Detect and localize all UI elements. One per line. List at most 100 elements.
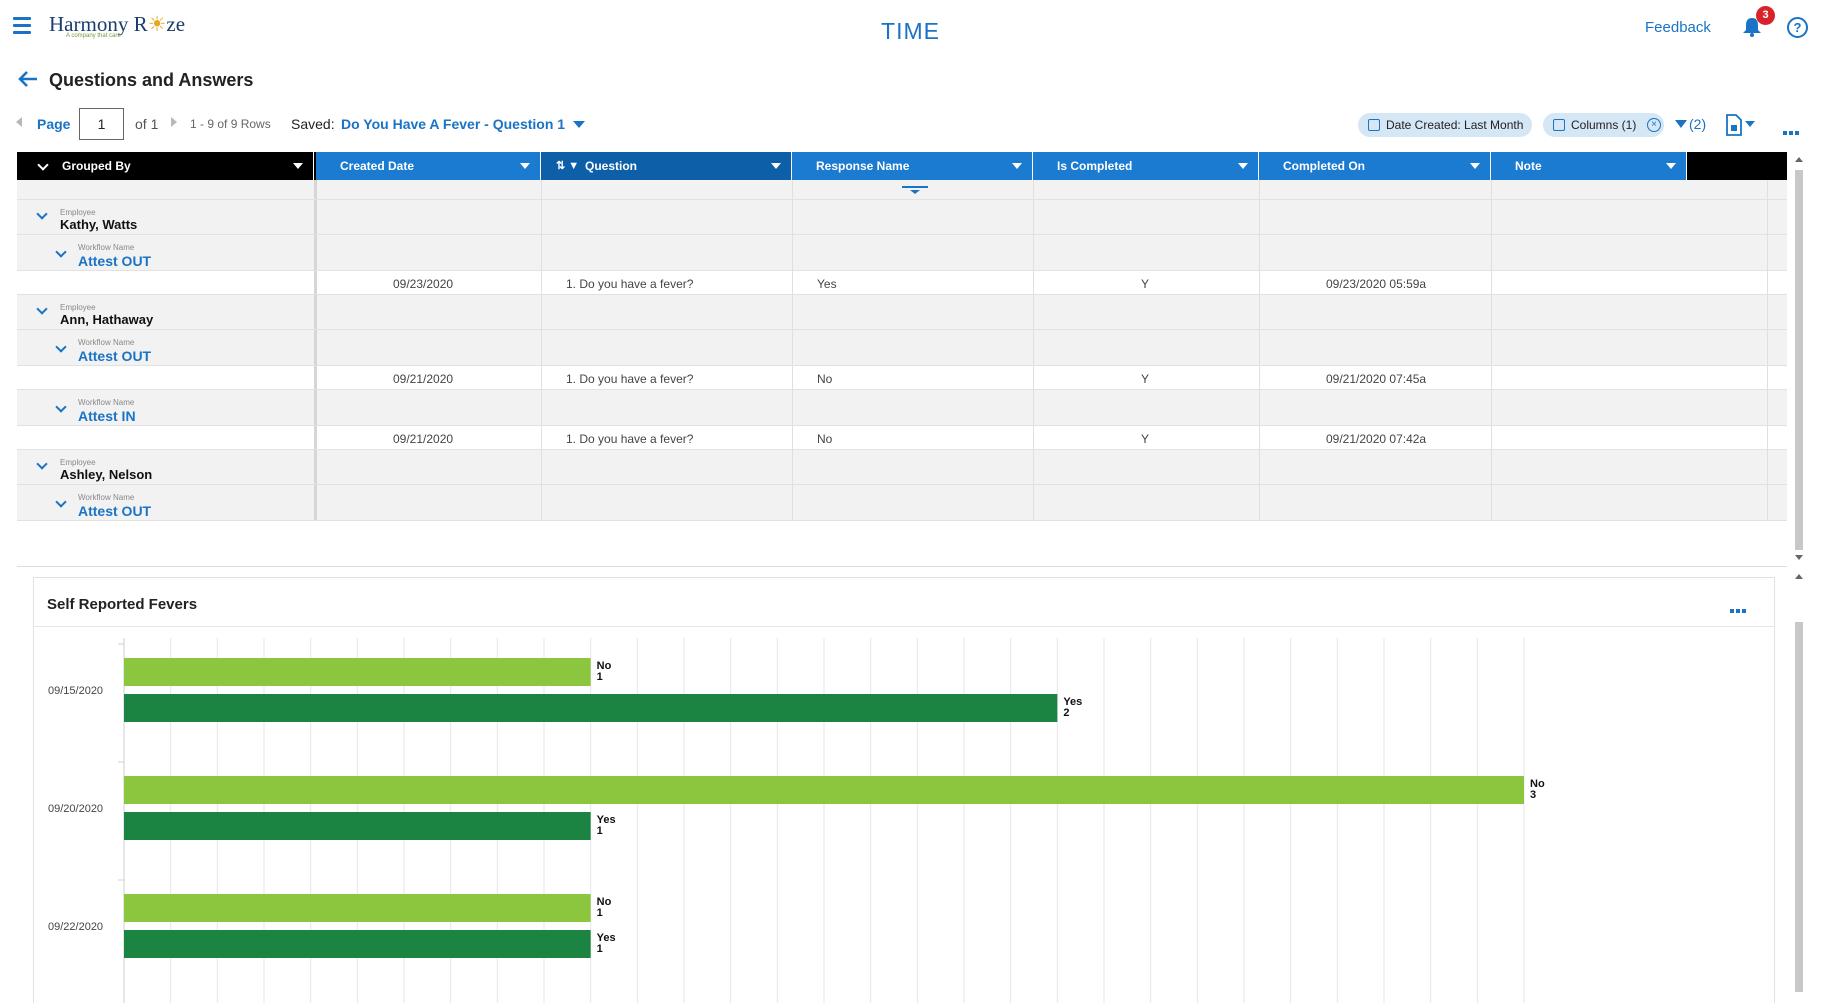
collapse-all-icon[interactable] bbox=[37, 159, 49, 171]
column-menu-icon[interactable] bbox=[1012, 163, 1022, 169]
app-title: TIME bbox=[881, 18, 940, 44]
bar-label-name: No bbox=[597, 896, 612, 908]
table-row[interactable]: 09/21/2020 1. Do you have a fever? No Y 09/2… bbox=[17, 426, 1787, 450]
help-icon[interactable]: ? bbox=[1787, 17, 1808, 38]
column-divider bbox=[1767, 426, 1768, 449]
feedback-link[interactable]: Feedback bbox=[1645, 19, 1711, 36]
columns-chip-close-icon[interactable]: × bbox=[1647, 118, 1661, 132]
table-row[interactable]: 09/21/2020 1. Do you have a fever? No Y 09/2… bbox=[17, 366, 1787, 390]
column-header-created-date[interactable]: Created Date bbox=[316, 152, 541, 180]
response-cell: Yes bbox=[817, 277, 837, 291]
column-divider bbox=[314, 235, 317, 270]
is-completed-cell: Y bbox=[1141, 372, 1150, 386]
saved-view-select[interactable]: Do You Have A Fever - Question 1 bbox=[341, 116, 566, 132]
chart-more-options-icon[interactable] bbox=[1730, 600, 1748, 618]
column-divider bbox=[1767, 235, 1768, 270]
column-menu-icon[interactable] bbox=[771, 163, 781, 169]
column-header-grouped-by[interactable]: Grouped By bbox=[17, 152, 314, 180]
page-number-input[interactable] bbox=[79, 108, 124, 140]
column-header-question[interactable]: ⇅ ▼ Question bbox=[541, 152, 792, 180]
more-options-icon[interactable] bbox=[1783, 122, 1801, 140]
workflow-name-link[interactable]: Attest OUT bbox=[78, 503, 152, 519]
column-menu-icon[interactable] bbox=[1666, 163, 1676, 169]
scrollbar-thumb[interactable] bbox=[1795, 170, 1803, 550]
group-row[interactable]: Workflow Name Attest IN bbox=[17, 390, 1787, 426]
column-menu-icon[interactable] bbox=[1470, 163, 1480, 169]
scroll-down-icon[interactable] bbox=[1795, 555, 1803, 560]
column-divider bbox=[792, 450, 793, 484]
column-divider bbox=[314, 390, 317, 425]
column-divider bbox=[1033, 180, 1034, 199]
filter-button[interactable]: (2) bbox=[1675, 116, 1706, 132]
column-header-is-completed[interactable]: Is Completed bbox=[1033, 152, 1259, 180]
workflow-name-link[interactable]: Attest OUT bbox=[78, 348, 152, 364]
group-row[interactable]: Employee Ashley, Nelson bbox=[17, 450, 1787, 485]
column-divider bbox=[314, 180, 317, 199]
export-dropdown-icon[interactable] bbox=[1745, 121, 1755, 127]
date-created-filter-chip[interactable]: Date Created: Last Month bbox=[1358, 113, 1532, 137]
column-divider bbox=[314, 271, 317, 294]
created-date-cell: 09/21/2020 bbox=[393, 432, 454, 446]
column-divider bbox=[792, 485, 793, 520]
grid-scrollbar[interactable] bbox=[1792, 152, 1806, 567]
column-header-completed-on[interactable]: Completed On bbox=[1259, 152, 1491, 180]
column-label: Response Name bbox=[816, 159, 910, 173]
column-divider bbox=[1259, 235, 1260, 270]
column-menu-icon[interactable] bbox=[520, 163, 530, 169]
collapse-group-icon[interactable] bbox=[36, 303, 48, 315]
table-row[interactable]: 09/23/2020 1. Do you have a fever? Yes Y 09/… bbox=[17, 271, 1787, 295]
columns-chip[interactable]: Columns (1) bbox=[1543, 113, 1664, 137]
saved-view-label: Saved: bbox=[291, 116, 335, 132]
column-divider bbox=[1259, 426, 1260, 449]
column-divider bbox=[1033, 330, 1034, 365]
group-row[interactable]: Workflow Name Attest OUT bbox=[17, 485, 1787, 521]
is-completed-cell: Y bbox=[1141, 432, 1150, 446]
column-divider bbox=[792, 366, 793, 389]
collapse-group-icon[interactable] bbox=[55, 496, 67, 508]
group-row[interactable]: Employee Kathy, Watts bbox=[17, 200, 1787, 235]
collapse-group-icon[interactable] bbox=[55, 246, 67, 258]
scrollbar-thumb[interactable] bbox=[1795, 622, 1803, 992]
column-divider bbox=[1767, 330, 1768, 365]
column-header-note[interactable]: Note bbox=[1491, 152, 1687, 180]
bar-yes bbox=[124, 930, 591, 958]
calendar-icon bbox=[1368, 119, 1380, 131]
previous-page-icon[interactable] bbox=[16, 117, 22, 127]
bar-label-name: No bbox=[1530, 778, 1545, 790]
saved-view-dropdown-icon[interactable] bbox=[573, 121, 585, 128]
page-scrollbar[interactable] bbox=[1792, 566, 1806, 1003]
question-cell: 1. Do you have a fever? bbox=[566, 372, 694, 386]
group-row[interactable]: Employee Ann, Hathaway bbox=[17, 295, 1787, 330]
workflow-name-link[interactable]: Attest OUT bbox=[78, 253, 152, 269]
harmony-roze-logo[interactable]: Harmony R☀ze bbox=[49, 12, 186, 36]
group-row[interactable]: Workflow Name Attest OUT bbox=[17, 330, 1787, 366]
export-document-icon[interactable] bbox=[1725, 114, 1743, 136]
column-header-response-name[interactable]: Response Name bbox=[792, 152, 1033, 180]
collapse-group-icon[interactable] bbox=[55, 401, 67, 413]
bar-label-value: 3 bbox=[1530, 789, 1536, 801]
column-divider bbox=[1491, 485, 1492, 520]
column-divider bbox=[1767, 200, 1768, 234]
top-bar: Harmony R☀ze A company that care TIME Fe… bbox=[0, 0, 1821, 58]
column-divider bbox=[314, 485, 317, 520]
collapse-group-icon[interactable] bbox=[55, 341, 67, 353]
back-arrow-icon[interactable] bbox=[17, 69, 39, 89]
column-menu-icon[interactable] bbox=[1238, 163, 1248, 169]
column-divider bbox=[1491, 390, 1492, 425]
bar-label-name: Yes bbox=[597, 932, 616, 944]
next-page-icon[interactable] bbox=[171, 117, 177, 127]
y-tick-label: 09/22/2020 bbox=[48, 921, 103, 933]
collapse-group-icon[interactable] bbox=[36, 208, 48, 220]
collapse-group-icon[interactable] bbox=[36, 458, 48, 470]
completed-on-cell: 09/21/2020 07:42a bbox=[1326, 432, 1427, 446]
notification-bell-icon[interactable] bbox=[1741, 16, 1763, 38]
workflow-name-link[interactable]: Attest IN bbox=[78, 408, 136, 424]
column-filter-indicator-icon[interactable] bbox=[902, 186, 928, 194]
group-row[interactable]: Workflow Name Attest OUT bbox=[17, 235, 1787, 271]
hamburger-menu-icon[interactable] bbox=[13, 17, 31, 35]
scroll-up-icon[interactable] bbox=[1795, 157, 1803, 162]
group-caption: Employee bbox=[60, 303, 96, 312]
scroll-up-icon[interactable] bbox=[1795, 574, 1803, 579]
self-reported-fevers-chart: 09/15/2020No1Yes209/20/2020No3Yes109/22/… bbox=[48, 638, 1545, 1003]
column-menu-icon[interactable] bbox=[293, 163, 303, 169]
